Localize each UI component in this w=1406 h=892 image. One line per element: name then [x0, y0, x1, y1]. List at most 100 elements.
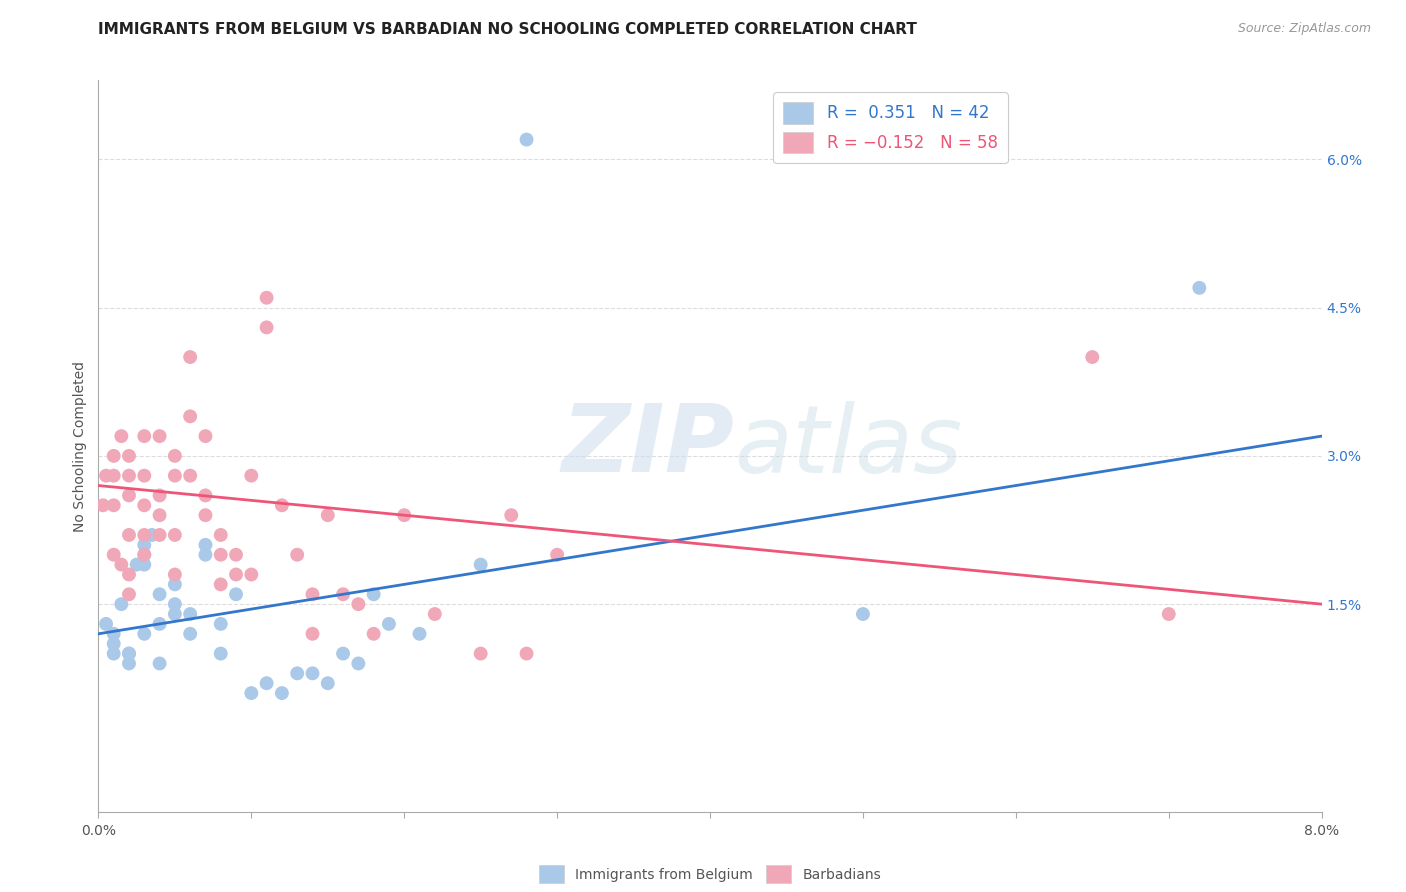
Point — [149, 657, 172, 671]
Point — [141, 528, 163, 542]
Point — [285, 548, 308, 562]
Point — [1188, 281, 1211, 295]
Point — [163, 567, 186, 582]
Point — [149, 488, 172, 502]
Point — [134, 627, 156, 641]
Point — [149, 429, 172, 443]
Point — [501, 508, 523, 523]
Point — [209, 616, 232, 631]
Point — [270, 498, 294, 512]
Text: Source: ZipAtlas.com: Source: ZipAtlas.com — [1237, 22, 1371, 36]
Point — [118, 449, 141, 463]
Point — [240, 567, 263, 582]
Point — [240, 468, 263, 483]
Point — [209, 548, 232, 562]
Point — [163, 449, 186, 463]
Point — [363, 627, 385, 641]
Point — [316, 676, 339, 690]
Point — [134, 429, 156, 443]
Point — [118, 468, 141, 483]
Point — [118, 567, 141, 582]
Point — [546, 548, 568, 562]
Point — [1157, 607, 1180, 621]
Point — [408, 627, 430, 641]
Point — [852, 607, 875, 621]
Point — [470, 647, 492, 661]
Text: atlas: atlas — [734, 401, 963, 491]
Point — [103, 627, 125, 641]
Point — [470, 558, 492, 572]
Point — [209, 647, 232, 661]
Point — [163, 468, 186, 483]
Point — [134, 468, 156, 483]
Point — [118, 647, 141, 661]
Point — [103, 449, 125, 463]
Point — [149, 508, 172, 523]
Point — [316, 508, 339, 523]
Point — [516, 132, 538, 146]
Point — [134, 548, 156, 562]
Point — [163, 607, 186, 621]
Point — [149, 587, 172, 601]
Point — [94, 468, 117, 483]
Y-axis label: No Schooling Completed: No Schooling Completed — [73, 360, 87, 532]
Point — [103, 468, 125, 483]
Point — [423, 607, 446, 621]
Point — [134, 548, 156, 562]
Point — [110, 429, 132, 443]
Point — [209, 528, 232, 542]
Point — [301, 627, 323, 641]
Point — [179, 350, 201, 364]
Point — [194, 548, 217, 562]
Point — [194, 488, 217, 502]
Point — [392, 508, 416, 523]
Point — [347, 597, 370, 611]
Point — [1081, 350, 1104, 364]
Point — [103, 498, 125, 512]
Point — [134, 528, 156, 542]
Point — [163, 577, 186, 591]
Point — [378, 616, 401, 631]
Point — [225, 548, 247, 562]
Point — [332, 647, 354, 661]
Point — [301, 587, 323, 601]
Point — [194, 538, 217, 552]
Point — [94, 616, 117, 631]
Point — [163, 528, 186, 542]
Point — [285, 666, 308, 681]
Point — [332, 587, 354, 601]
Point — [110, 558, 132, 572]
Point — [179, 607, 201, 621]
Text: IMMIGRANTS FROM BELGIUM VS BARBADIAN NO SCHOOLING COMPLETED CORRELATION CHART: IMMIGRANTS FROM BELGIUM VS BARBADIAN NO … — [98, 22, 917, 37]
Point — [209, 577, 232, 591]
Point — [118, 587, 141, 601]
Point — [194, 429, 217, 443]
Text: ZIP: ZIP — [561, 400, 734, 492]
Point — [134, 558, 156, 572]
Legend: Immigrants from Belgium, Barbadians: Immigrants from Belgium, Barbadians — [533, 860, 887, 889]
Point — [256, 291, 278, 305]
Point — [347, 657, 370, 671]
Point — [225, 567, 247, 582]
Point — [179, 627, 201, 641]
Point — [103, 647, 125, 661]
Point — [225, 587, 247, 601]
Point — [125, 558, 148, 572]
Point — [118, 647, 141, 661]
Point — [363, 587, 385, 601]
Point — [91, 498, 114, 512]
Point — [118, 528, 141, 542]
Point — [194, 508, 217, 523]
Point — [118, 488, 141, 502]
Point — [179, 409, 201, 424]
Point — [149, 616, 172, 631]
Point — [256, 320, 278, 334]
Point — [103, 548, 125, 562]
Point — [301, 666, 323, 681]
Point — [256, 676, 278, 690]
Point — [118, 657, 141, 671]
Point — [149, 528, 172, 542]
Point — [134, 538, 156, 552]
Point — [270, 686, 294, 700]
Point — [103, 637, 125, 651]
